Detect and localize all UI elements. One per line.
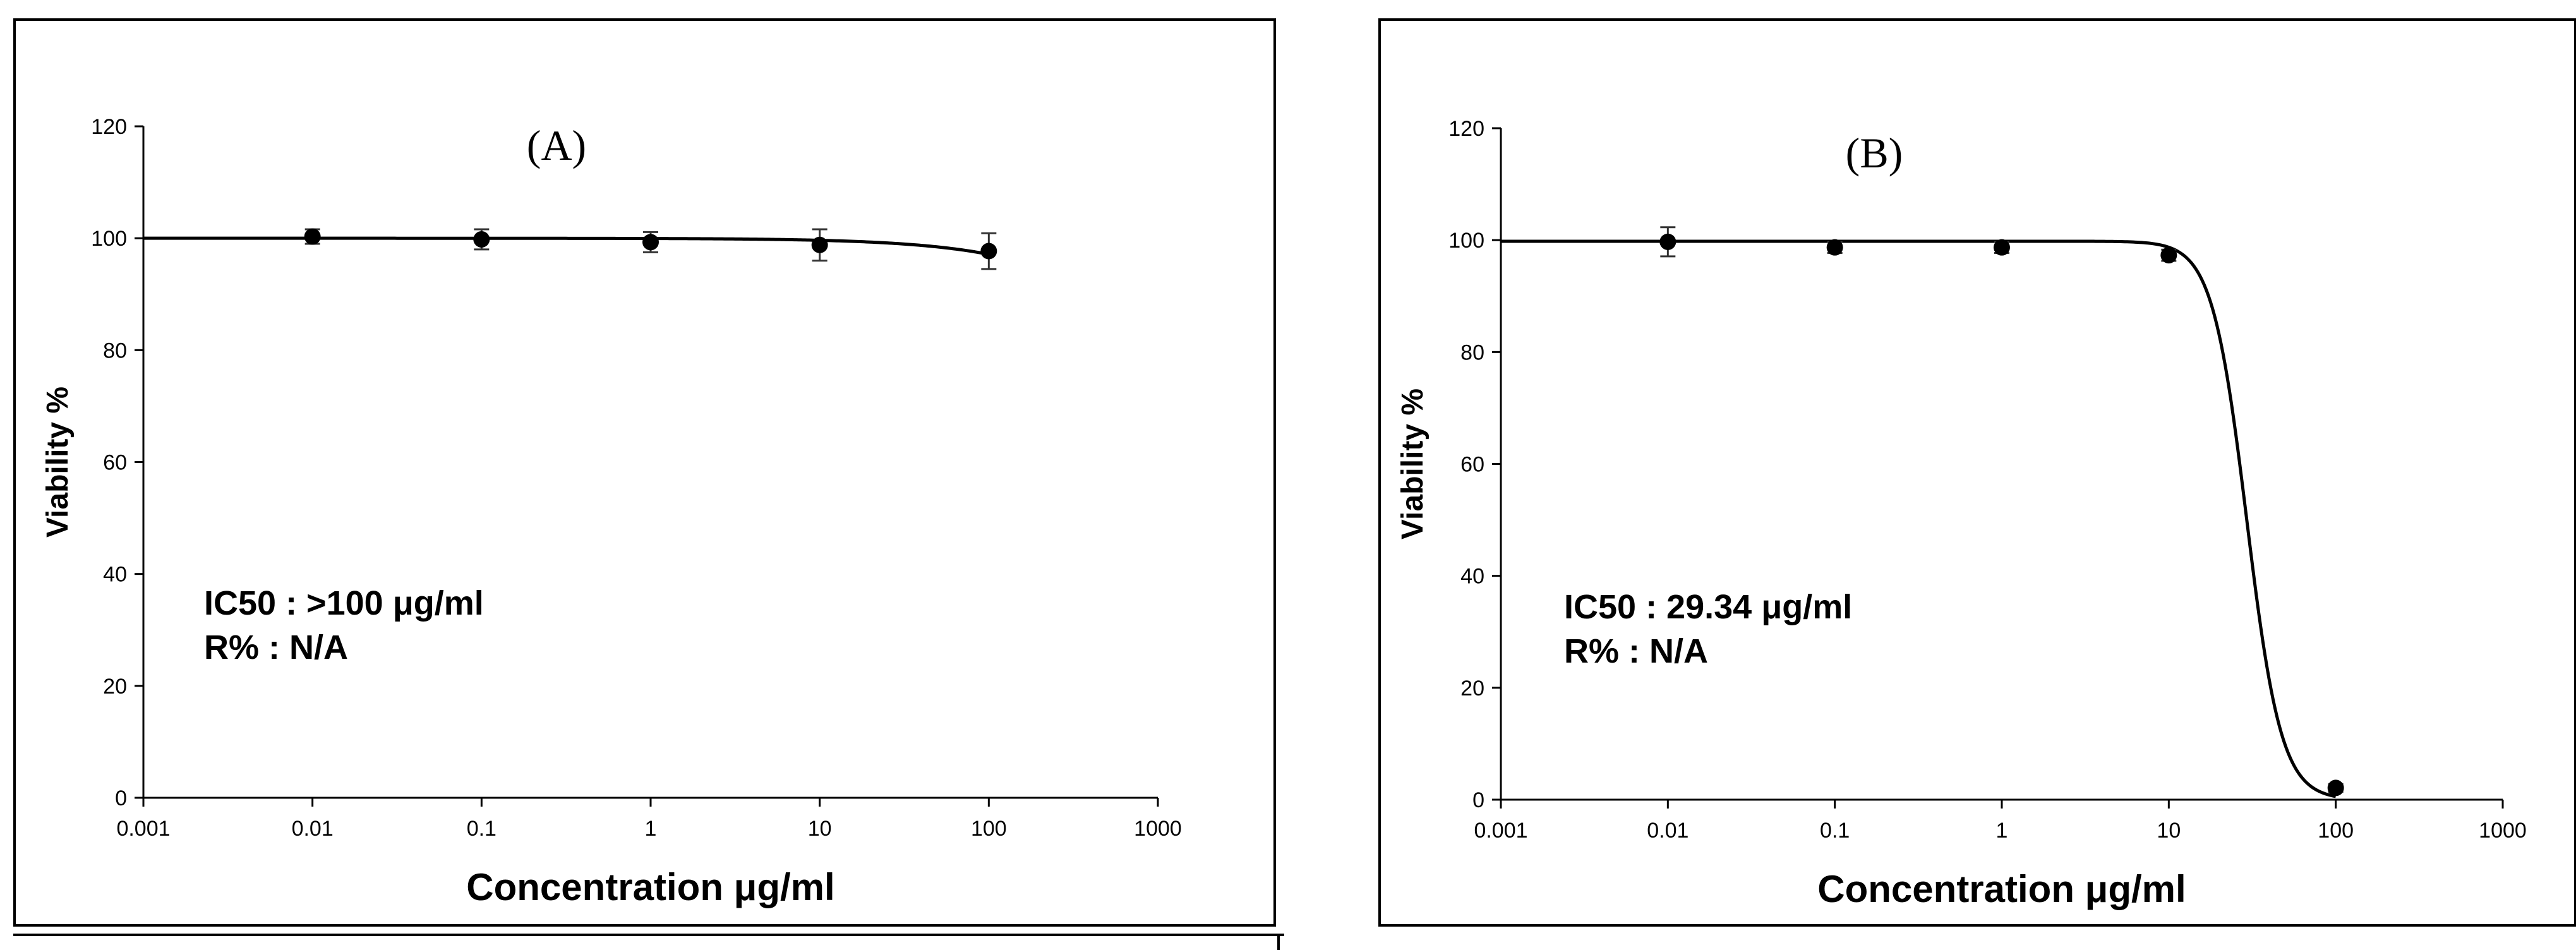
chart-0-data-point (811, 236, 828, 253)
chart-1-data-point (1994, 239, 2010, 256)
chart-0-annotation-line: IC50 : >100 μg/ml (204, 584, 484, 622)
bottom-rule-tick (1277, 934, 1280, 950)
chart-0-y-tick-label: 120 (91, 115, 127, 139)
chart-0-x-tick-label: 1 (645, 817, 657, 841)
chart-1-data-point (1826, 239, 1843, 256)
chart-1-y-tick-label: 40 (1460, 565, 1484, 589)
chart-panel-b: 0 20 40 60 80 100 120 0.001 0.01 0.1 1 10 100 1000 (B)… (1378, 18, 2576, 927)
chart-1-y-tick-label: 60 (1460, 453, 1484, 477)
chart-1-fit-curve (1501, 239, 2337, 798)
chart-0-y-tick-label: 60 (103, 451, 127, 475)
chart-0-x-tick-label: 10 (808, 817, 832, 841)
chart-0-data-point (642, 234, 659, 251)
chart-0-y-tick-label: 40 (103, 563, 127, 587)
chart-1-y-tick-label: 0 (1472, 788, 1484, 812)
chart-0-x-tick-label: 0.001 (116, 817, 170, 841)
chart-0-x-tick-label: 1000 (1134, 817, 1182, 841)
chart-a-svg: 0 20 40 60 80 100 120 0.001 0.01 0.1 1 10 100 1000 (A)… (41, 115, 1182, 908)
chart-1-data-point (2160, 247, 2177, 264)
bottom-rule (13, 934, 1284, 936)
chart-1-x-tick-label: 1000 (2479, 819, 2527, 843)
chart-0-data-point (473, 231, 490, 248)
chart-1-x-tick-label: 0.1 (1820, 819, 1850, 843)
chart-1-annotation-line: IC50 : 29.34 μg/ml (1564, 588, 1852, 626)
chart-0-panel-label: (A) (527, 121, 586, 169)
chart-1-y-tick-label: 120 (1448, 117, 1484, 141)
chart-1-data-point (2327, 779, 2344, 797)
chart-1-panel-label: (B) (1846, 129, 1903, 177)
chart-1-x-axis-title: Concentration μg/ml (1817, 868, 2186, 910)
chart-0-fit-curve (143, 236, 989, 256)
chart-0-y-tick-label: 100 (91, 227, 127, 251)
chart-0-y-tick-label: 80 (103, 339, 127, 363)
chart-0-x-axis-title: Concentration μg/ml (466, 866, 834, 908)
chart-0-y-tick-label: 20 (103, 675, 127, 699)
chart-0-data-point (980, 243, 997, 260)
chart-0-y-tick-label: 0 (115, 786, 127, 810)
chart-1-y-axis-title: Viability % (1396, 388, 1429, 539)
chart-1-y-tick-label: 80 (1460, 340, 1484, 364)
chart-1-data-point (1659, 233, 1676, 250)
chart-1-y-tick-label: 20 (1460, 676, 1484, 700)
chart-0-x-tick-label: 0.01 (292, 817, 334, 841)
chart-1-x-tick-label: 10 (2157, 819, 2181, 843)
chart-1-x-tick-label: 100 (2318, 819, 2354, 843)
chart-1-x-tick-label: 0.01 (1647, 819, 1688, 843)
chart-panel-a: 0 20 40 60 80 100 120 0.001 0.01 0.1 1 10 100 1000 (A)… (13, 18, 1276, 927)
chart-0-annotation-line: R% : N/A (204, 628, 348, 666)
chart-1-annotation-line: R% : N/A (1564, 632, 1708, 670)
chart-0-x-tick-label: 100 (971, 817, 1007, 841)
chart-1-x-tick-label: 1 (1996, 819, 2008, 843)
chart-1-x-tick-label: 0.001 (1474, 819, 1527, 843)
chart-1-y-tick-label: 100 (1448, 229, 1484, 253)
chart-0-y-axis-title: Viability % (41, 387, 75, 538)
chart-0-data-point (304, 228, 321, 245)
chart-b-svg: 0 20 40 60 80 100 120 0.001 0.01 0.1 1 10 100 1000 (B)… (1396, 117, 2527, 910)
chart-0-x-tick-label: 0.1 (467, 817, 497, 841)
